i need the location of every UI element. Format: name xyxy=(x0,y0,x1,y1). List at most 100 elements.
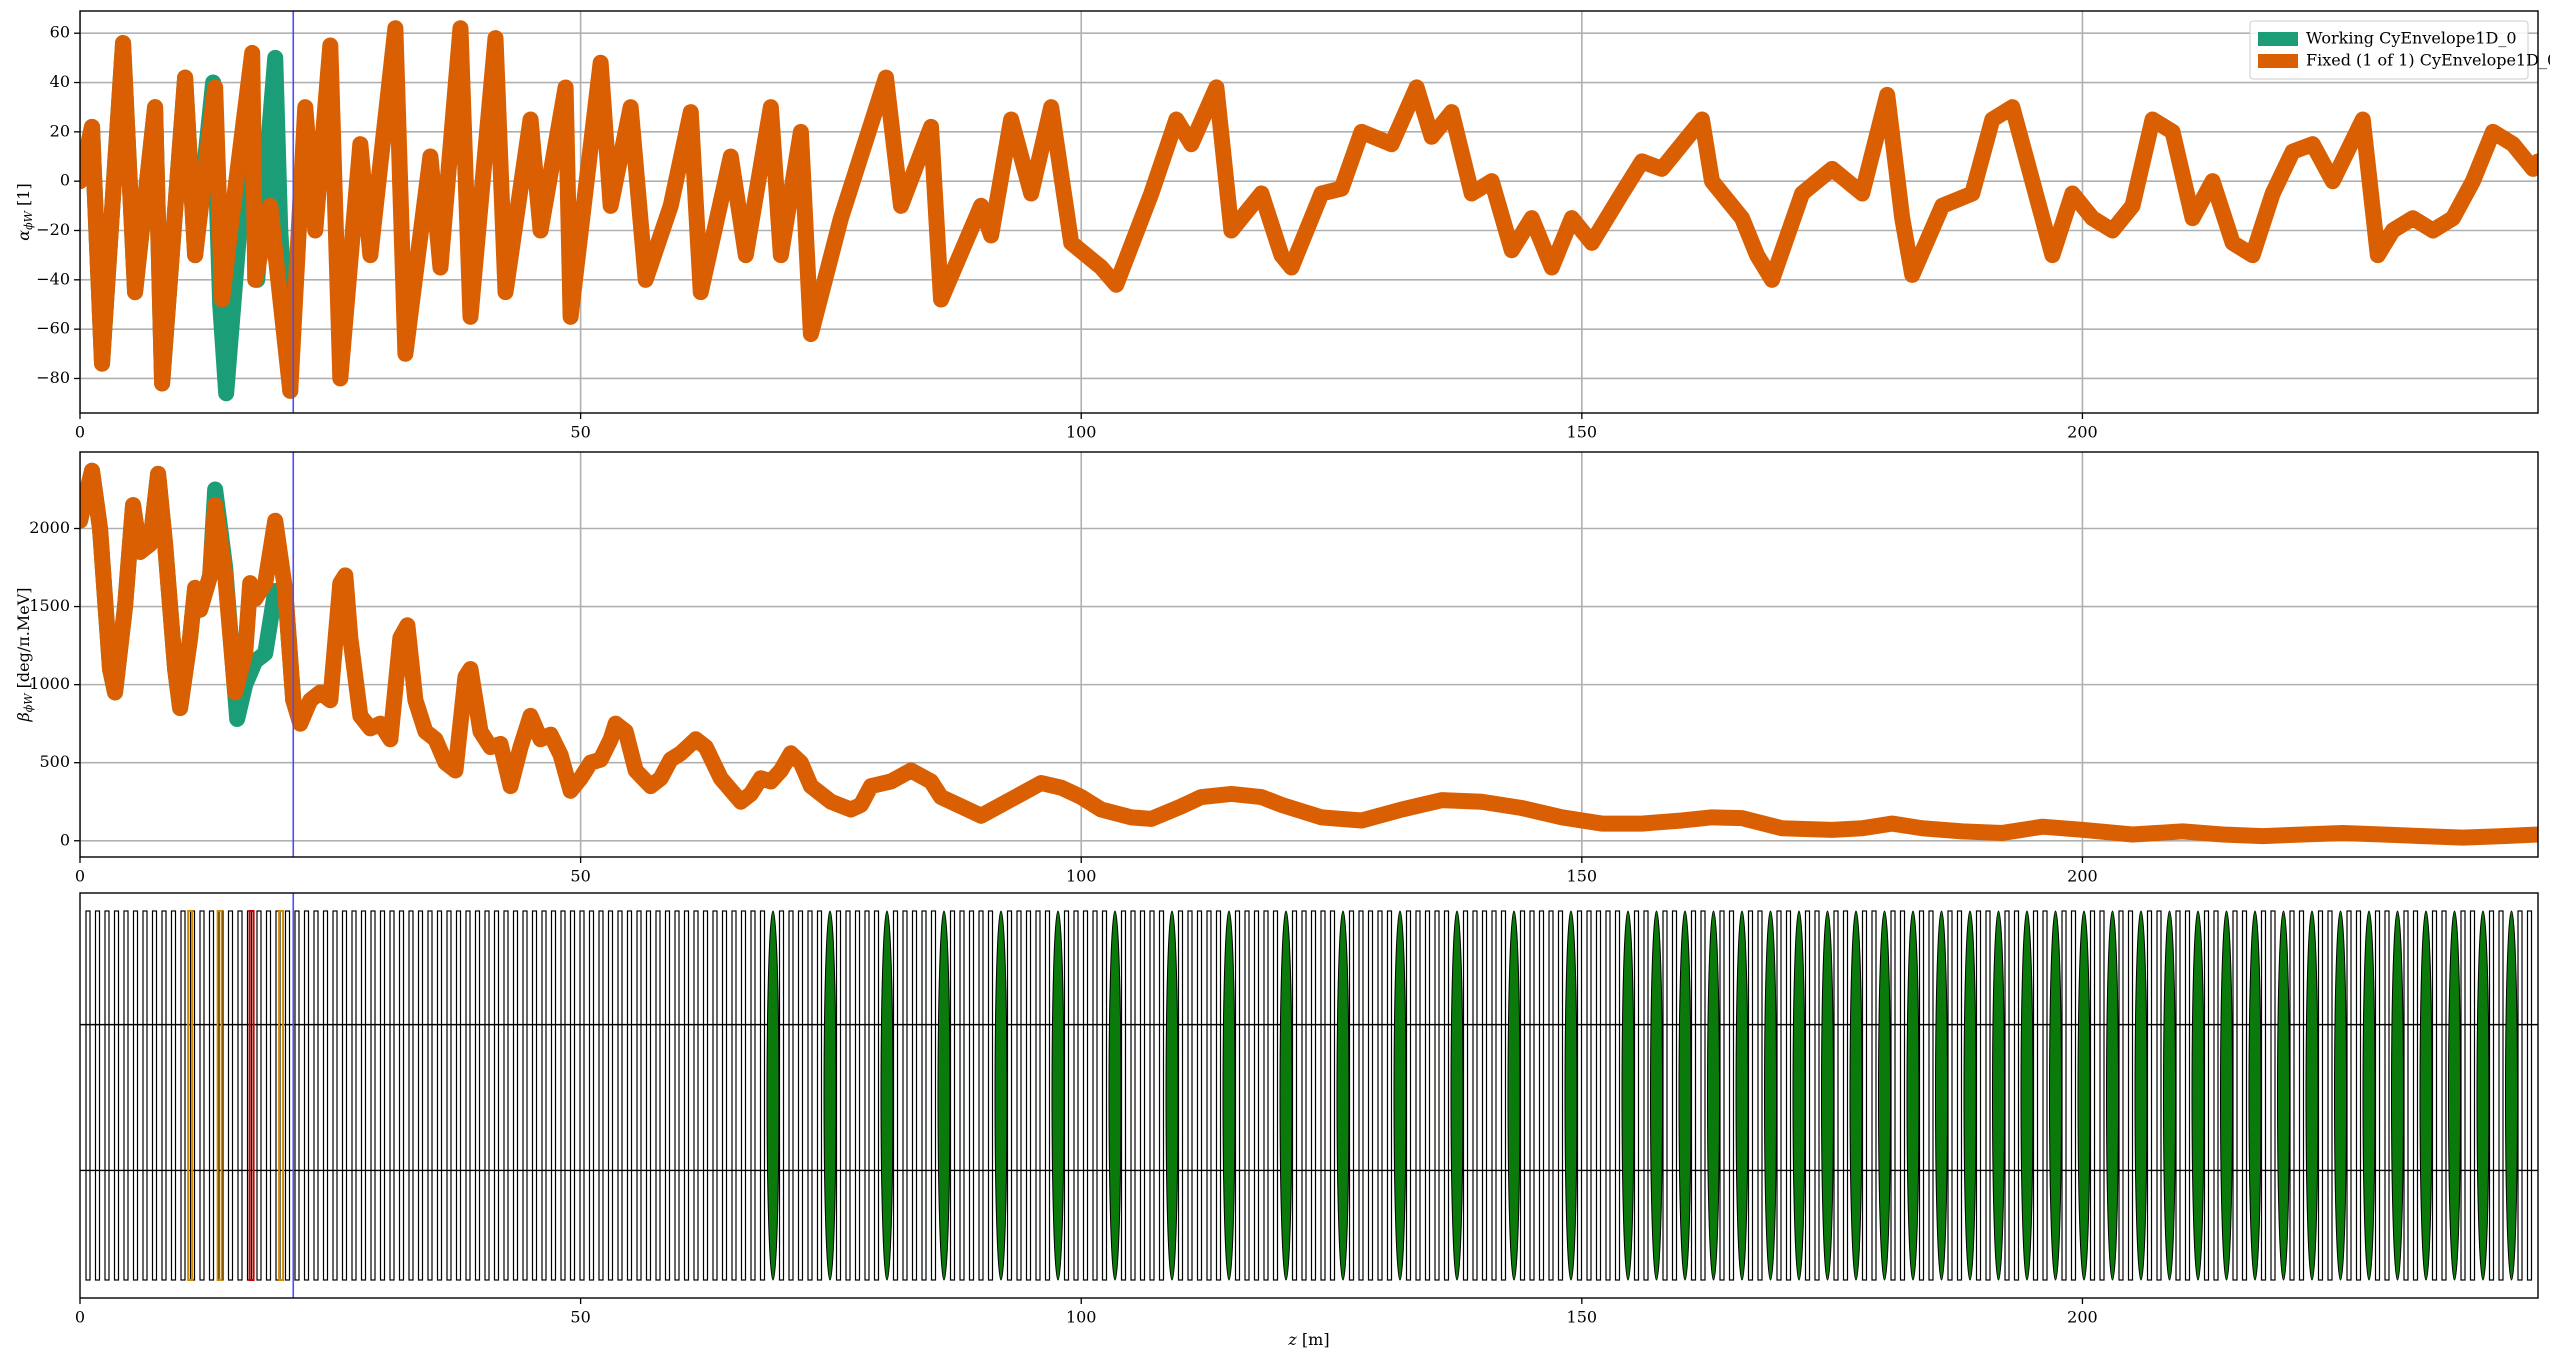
lattice-cavity xyxy=(2277,910,2290,1281)
lattice-element xyxy=(2488,910,2495,1281)
lattice-special-element xyxy=(187,910,194,1281)
x-axis-label: z [m] xyxy=(1287,1330,1329,1349)
y-tick-label: 20 xyxy=(50,121,70,140)
lattice-element xyxy=(2289,910,2295,1281)
lattice-element xyxy=(1500,910,1507,1281)
x-tick-label: 100 xyxy=(1066,867,1097,886)
lattice-element xyxy=(2469,910,2476,1281)
lattice-element xyxy=(2213,910,2219,1281)
lattice-element xyxy=(949,910,956,1281)
lattice-element xyxy=(2203,910,2210,1281)
y-tick-label: 0 xyxy=(60,830,70,849)
lattice-element xyxy=(265,910,272,1281)
lattice-element xyxy=(2355,910,2362,1281)
lattice-element xyxy=(208,910,215,1281)
lattice-element xyxy=(2004,910,2010,1281)
legend-swatch xyxy=(2258,32,2298,46)
lattice-element xyxy=(1614,910,1621,1281)
lattice-cavity xyxy=(2448,910,2461,1281)
lattice-element xyxy=(1833,910,1839,1281)
lattice-special-element xyxy=(278,910,285,1281)
lattice-element xyxy=(892,910,899,1281)
lattice-element xyxy=(569,910,576,1281)
y-axis-label: βϕW [deg/π.MeV] xyxy=(14,588,36,723)
axes-frame xyxy=(79,892,2539,1299)
lattice-cavity xyxy=(2362,910,2376,1281)
lattice-element xyxy=(1899,910,1906,1281)
lattice-element xyxy=(2374,910,2381,1281)
lattice-element xyxy=(1804,910,1811,1281)
lattice-special-element xyxy=(216,910,223,1281)
lattice-element xyxy=(1291,910,1298,1281)
lattice-element xyxy=(2498,910,2504,1281)
lattice-element xyxy=(1244,910,1250,1281)
lattice-element xyxy=(1871,910,1877,1281)
lattice-element xyxy=(921,910,927,1281)
lattice-element xyxy=(531,910,538,1281)
x-tick-label: 200 xyxy=(2067,1308,2098,1327)
lattice-cavity xyxy=(1935,910,1948,1281)
y-tick-label: 60 xyxy=(50,23,70,42)
lattice-element xyxy=(1196,910,1203,1281)
lattice-element xyxy=(607,910,614,1281)
lattice-element xyxy=(408,910,414,1281)
lattice-cavity xyxy=(1621,910,1635,1281)
lattice-element xyxy=(1386,910,1393,1281)
lattice-element xyxy=(541,910,547,1281)
lattice-element xyxy=(617,910,623,1281)
x-tick-label: 100 xyxy=(1066,423,1097,442)
lattice-cavity xyxy=(1707,910,1720,1281)
lattice-element xyxy=(256,910,262,1281)
lattice-element xyxy=(702,910,709,1281)
lattice-cavity xyxy=(1963,910,1977,1281)
lattice-element xyxy=(1130,910,1136,1281)
lattice-element xyxy=(2013,910,2020,1281)
lattice-element xyxy=(1139,910,1146,1281)
lattice-element xyxy=(2099,910,2105,1281)
lattice-element xyxy=(1671,910,1678,1281)
lattice-cavity xyxy=(1108,910,1122,1281)
x-tick-label: 50 xyxy=(570,423,590,442)
lattice-cavity xyxy=(1792,910,1806,1281)
lattice-element xyxy=(2232,910,2238,1281)
lattice-cavity xyxy=(2106,910,2119,1281)
lattice-element xyxy=(1548,910,1554,1281)
lattice-element xyxy=(1643,910,1649,1281)
y-tick-label: −80 xyxy=(36,368,70,387)
lattice-cavity xyxy=(2248,910,2262,1281)
lattice-element xyxy=(987,910,994,1281)
legend-swatch xyxy=(2258,54,2298,68)
lattice-cavity xyxy=(823,910,837,1281)
lattice-cavity xyxy=(1450,910,1464,1281)
lattice-cavity xyxy=(1564,910,1578,1281)
lattice-element xyxy=(2384,910,2390,1281)
lattice-element xyxy=(579,910,585,1281)
lattice-element xyxy=(1529,910,1535,1281)
lattice-element xyxy=(227,910,234,1281)
lattice-cavity xyxy=(2134,910,2148,1281)
lattice-element xyxy=(2412,910,2419,1281)
legend-label: Fixed (1 of 1) CyEnvelope1D_0 xyxy=(2306,51,2550,70)
lattice-element xyxy=(873,910,880,1281)
lattice-element xyxy=(379,910,386,1281)
series-line xyxy=(80,462,2538,846)
lattice-element xyxy=(2241,910,2248,1281)
lattice-element xyxy=(1272,910,1279,1281)
lattice-element xyxy=(645,910,652,1281)
series-line xyxy=(80,20,2538,399)
lattice-element xyxy=(740,910,747,1281)
y-label-symbol: α xyxy=(14,230,33,241)
lattice-element xyxy=(465,910,471,1281)
lattice-element xyxy=(180,910,186,1281)
y-tick-label: 40 xyxy=(50,72,70,91)
lattice-element xyxy=(1700,910,1706,1281)
lattice-element xyxy=(683,910,690,1281)
lattice-element xyxy=(1177,910,1184,1281)
lattice-element xyxy=(142,910,148,1281)
lattice-element xyxy=(1928,910,1934,1281)
lattice-element xyxy=(1082,910,1089,1281)
lattice-element xyxy=(455,910,462,1281)
legend-box xyxy=(2249,20,2529,80)
lattice-element xyxy=(474,910,481,1281)
lattice-special-element xyxy=(248,910,255,1281)
